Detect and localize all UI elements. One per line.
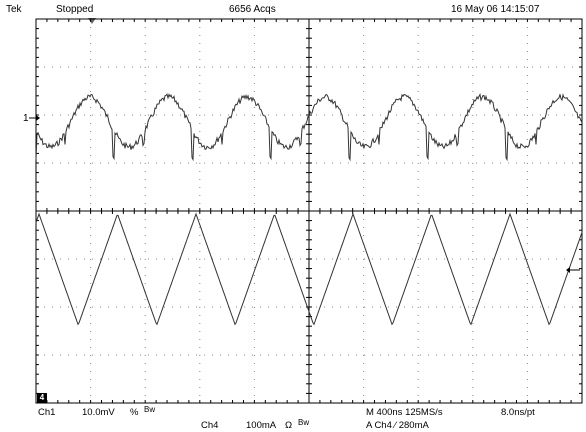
ch1-bandwidth-limit: Bw bbox=[144, 405, 156, 414]
record-interval: 8.0ns/pt bbox=[501, 407, 535, 418]
status-bar: Tek Stopped 6656 Acqs 16 May 06 14:15:07 bbox=[0, 0, 586, 20]
ch1-ground-marker-label: 1 bbox=[23, 113, 29, 124]
timebase-readout: M 400ns 125MS/s bbox=[366, 407, 443, 418]
settings-readout: Ch1 10.0mV % Bw Ch4 100mA Ω Bw M 400ns 1… bbox=[0, 404, 586, 432]
ch4-label: Ch4 bbox=[201, 420, 219, 431]
ch4-coupling-icon: Ω bbox=[285, 420, 293, 431]
trigger-readout: A Ch4 ⁄ 280mA bbox=[366, 420, 429, 431]
ch4-scale: 100mA bbox=[246, 420, 277, 431]
ch4-bandwidth-limit: Bw bbox=[298, 418, 310, 427]
graticule-grid bbox=[35, 18, 583, 404]
ch1-coupling-icon: % bbox=[130, 407, 139, 418]
ch1-scale: 10.0mV bbox=[82, 407, 115, 418]
ch1-waveform bbox=[35, 92, 583, 162]
trigger-level-arrow-icon bbox=[566, 267, 570, 273]
ch1-ground-arrow-icon bbox=[36, 115, 40, 121]
acquisition-count: 6656 Acqs bbox=[229, 4, 276, 15]
ch1-label: Ch1 bbox=[38, 407, 56, 418]
ch4-ground-marker: 4 bbox=[37, 393, 47, 403]
run-state: Stopped bbox=[56, 4, 94, 15]
ch4-waveform bbox=[35, 212, 583, 326]
trace-layer bbox=[35, 92, 583, 326]
timestamp: 16 May 06 14:15:07 bbox=[451, 4, 540, 15]
brand-label: Tek bbox=[6, 4, 22, 15]
